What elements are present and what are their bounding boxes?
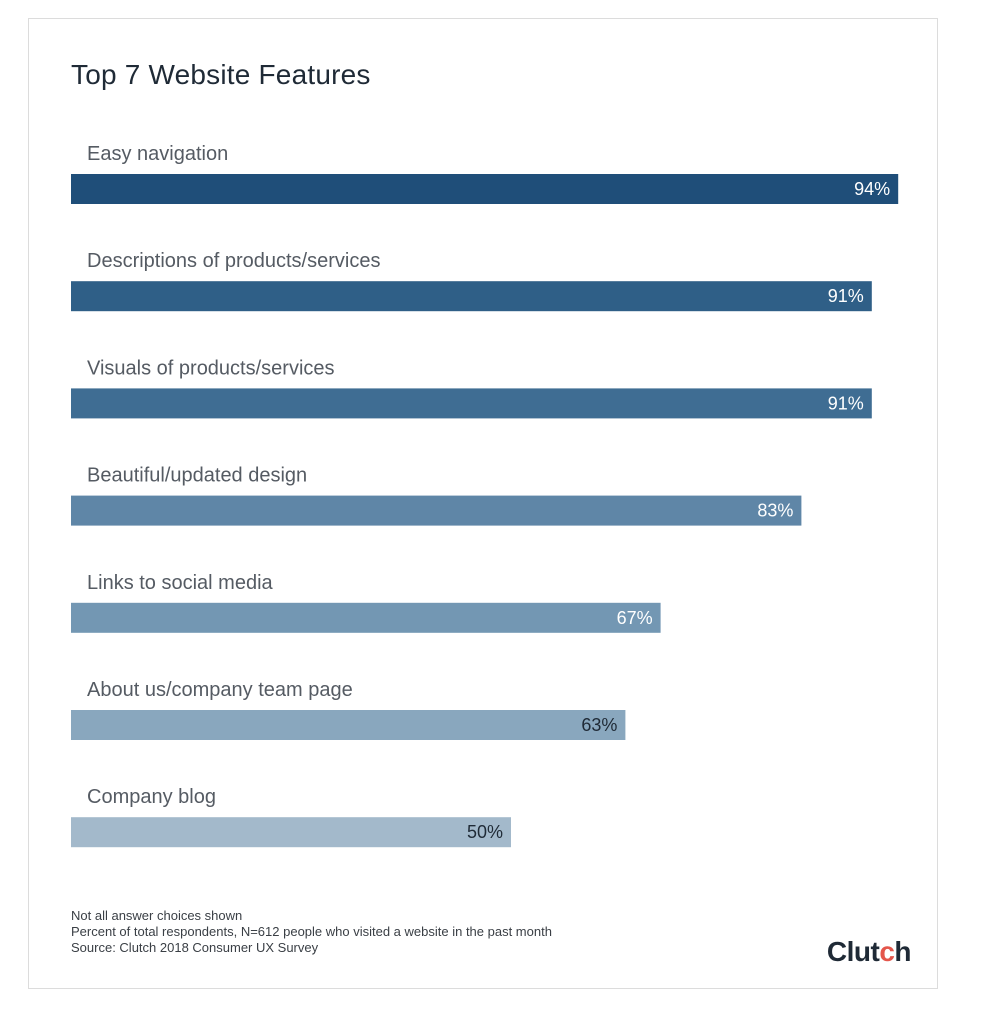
footnotes: Not all answer choices shown Percent of … [71,908,552,956]
value-label: 83% [757,501,793,521]
category-label: About us/company team page [87,679,353,701]
value-label: 63% [581,715,617,735]
logo-text-accent: c [879,936,895,967]
category-label: Company blog [87,786,216,808]
bar-chart: Easy navigation 94% Descriptions of produc… [71,143,899,848]
value-label: 67% [617,608,653,628]
category-label: Beautiful/updated design [87,465,307,487]
footnote-line-3: Source: Clutch 2018 Consumer UX Survey [71,940,319,955]
value-label: 91% [828,393,864,413]
value-label: 50% [467,822,503,842]
bar [71,495,802,526]
category-label: Easy navigation [87,143,228,165]
chart-card: Top 7 Website Features Easy navigation 94… [28,18,938,989]
bar [71,281,872,312]
category-label: Descriptions of products/services [87,250,380,272]
footnote-line-2: Percent of total respondents, N=612 peop… [71,924,552,939]
footnote-line-1: Not all answer choices shown [71,908,243,923]
value-label: 91% [828,286,864,306]
bar [71,602,661,633]
logo-text-start: Clut [826,936,880,967]
logo-text-end: h [894,936,911,967]
value-label: 94% [854,179,890,199]
chart-title: Top 7 Website Features [71,59,371,90]
bar [71,174,899,204]
bar [71,817,511,848]
category-label: Links to social media [87,572,274,594]
bar [71,710,626,740]
clutch-logo: Clutch [826,936,912,968]
bar [71,388,872,419]
category-label: Visuals of products/services [87,357,335,379]
